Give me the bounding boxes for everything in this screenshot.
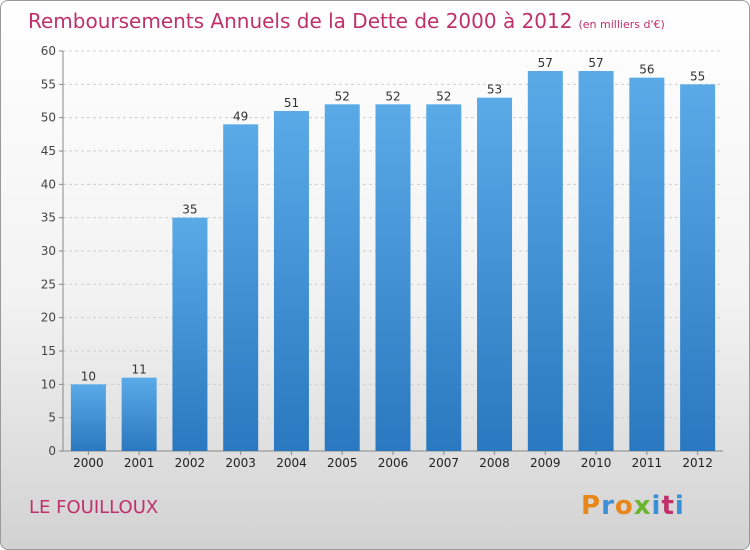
- value-label: 57: [588, 56, 603, 70]
- logo-letter: t: [661, 491, 675, 521]
- chart-title: Remboursements Annuels de la Dette de 20…: [28, 9, 665, 33]
- logo-letter: i: [651, 491, 662, 521]
- x-tick-label: 2004: [276, 456, 307, 470]
- logo-letter: i: [674, 491, 685, 521]
- x-tick-label: 2005: [327, 456, 358, 470]
- y-tick-label: 20: [41, 311, 56, 325]
- bar-2007: [426, 104, 462, 451]
- bar-2000: [70, 384, 106, 451]
- bar-2005: [324, 104, 360, 451]
- logo-letter: x: [633, 491, 652, 521]
- y-tick-label: 10: [41, 377, 56, 391]
- bar-2012: [680, 84, 716, 451]
- x-tick-label: 2003: [225, 456, 256, 470]
- value-label: 35: [182, 203, 197, 217]
- x-tick-label: 2012: [682, 456, 713, 470]
- proxiti-logo: Proxiti: [581, 491, 685, 521]
- bar-2009: [527, 71, 563, 451]
- y-tick-label: 0: [48, 444, 56, 458]
- logo-letter: r: [601, 491, 615, 521]
- logo-letter: P: [581, 491, 602, 521]
- bar-2006: [375, 104, 411, 451]
- bar-2003: [223, 124, 259, 451]
- y-tick-label: 35: [41, 211, 56, 225]
- value-label: 53: [487, 83, 502, 97]
- value-label: 56: [639, 63, 654, 77]
- x-tick-label: 2010: [581, 456, 612, 470]
- y-tick-label: 50: [41, 111, 56, 125]
- commune-name: LE FOUILLOUX: [29, 497, 159, 518]
- bar-2002: [172, 217, 208, 451]
- y-tick-label: 55: [41, 77, 56, 91]
- bar-2010: [578, 71, 614, 451]
- y-tick-label: 30: [41, 244, 56, 258]
- x-tick-label: 2008: [479, 456, 510, 470]
- y-tick-label: 60: [41, 44, 56, 58]
- chart-subtitle: (en milliers d'€): [578, 18, 665, 31]
- value-label: 11: [132, 363, 147, 377]
- bar-2001: [121, 377, 157, 451]
- bar-2008: [477, 97, 513, 452]
- y-tick-label: 40: [41, 177, 56, 191]
- value-label: 52: [436, 89, 451, 103]
- x-axis-ticks: 2000 2001 2002 2003 2004 2005 2006 2007 2008 2009…: [73, 451, 713, 470]
- chart-title-text: Remboursements Annuels de la Dette de 20…: [28, 9, 573, 33]
- x-tick-label: 2001: [124, 456, 155, 470]
- value-label: 49: [233, 109, 248, 123]
- bar-2011: [629, 77, 665, 452]
- value-label: 55: [690, 69, 705, 83]
- x-tick-label: 2011: [632, 456, 663, 470]
- bar-2004: [273, 111, 309, 451]
- bars: [70, 71, 716, 452]
- value-label: 10: [81, 369, 96, 383]
- x-tick-label: 2009: [530, 456, 561, 470]
- x-tick-label: 2007: [428, 456, 459, 470]
- value-label: 51: [284, 96, 299, 110]
- y-tick-label: 45: [41, 144, 56, 158]
- value-label: 52: [385, 89, 400, 103]
- y-tick-label: 25: [41, 277, 56, 291]
- logo-letter: o: [614, 491, 634, 521]
- x-tick-label: 2000: [73, 456, 104, 470]
- x-tick-label: 2002: [175, 456, 206, 470]
- value-labels: 10 11 35 49 51 52 52 52 53 57 57 56 55: [81, 56, 706, 383]
- x-tick-label: 2006: [378, 456, 409, 470]
- value-label: 52: [335, 89, 350, 103]
- y-tick-label: 5: [48, 411, 56, 425]
- y-tick-label: 15: [41, 344, 56, 358]
- value-label: 57: [538, 56, 553, 70]
